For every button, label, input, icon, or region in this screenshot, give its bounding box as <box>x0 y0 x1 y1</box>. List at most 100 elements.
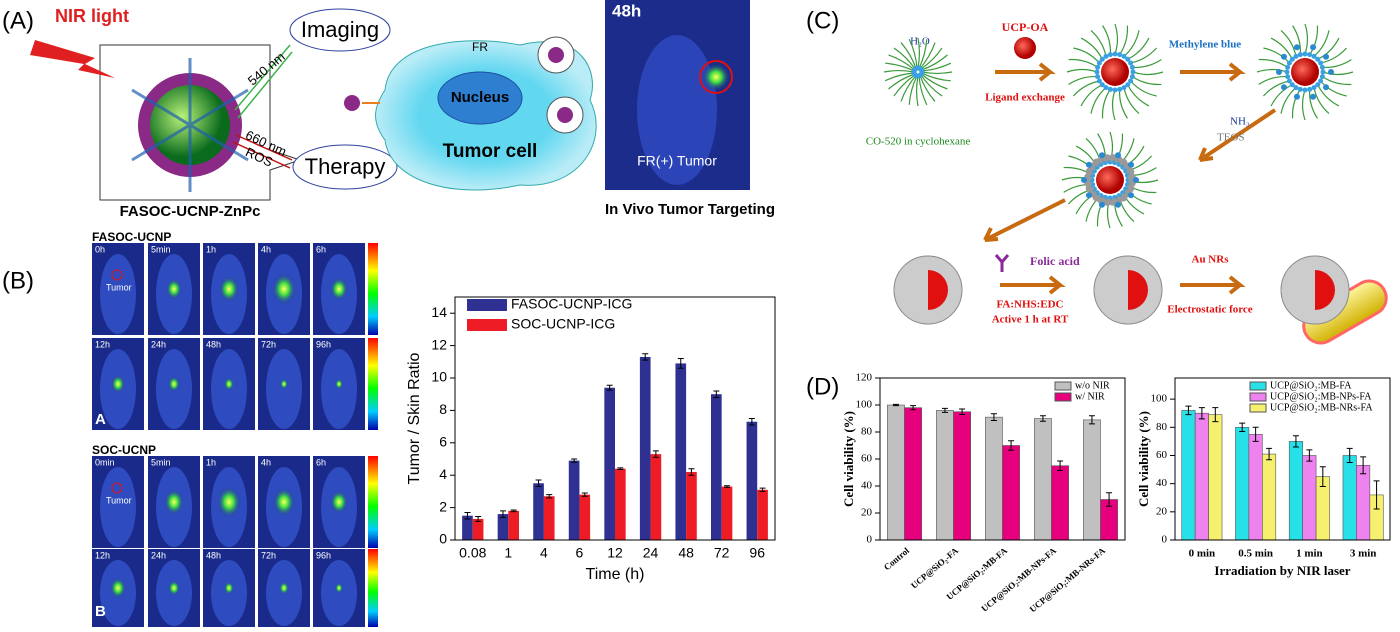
dye <box>1328 69 1334 75</box>
bar <box>887 404 905 541</box>
time-label: 72h <box>261 339 276 349</box>
x-tick-label: 0.5 min <box>1238 548 1273 560</box>
legend-label: UCP@SiO₂:MB-NRs-FA <box>1270 402 1373 413</box>
legend-swatch <box>1054 381 1072 391</box>
x-axis-label: Time (h) <box>586 566 645 583</box>
dye <box>1085 161 1092 168</box>
ligand <box>1322 76 1352 86</box>
head <box>1121 53 1127 59</box>
particle <box>548 47 564 63</box>
label: Folic acid <box>1030 254 1080 268</box>
time-label: 48h <box>206 550 221 560</box>
head <box>1125 82 1131 88</box>
y-tick-label: 100 <box>856 399 873 411</box>
error-bar <box>464 511 471 520</box>
ligand <box>1320 80 1347 97</box>
error-bar <box>1346 447 1353 464</box>
dye <box>1310 44 1317 51</box>
dye <box>1085 192 1092 199</box>
arrow <box>1198 108 1277 162</box>
ligand <box>908 75 918 105</box>
bar <box>1002 445 1020 541</box>
error-bar <box>1292 435 1299 448</box>
head <box>1117 52 1123 58</box>
color-bar <box>368 338 378 430</box>
ligand <box>1317 37 1340 60</box>
head <box>1107 52 1113 58</box>
error-bar <box>1088 415 1095 425</box>
arrow <box>995 62 1056 82</box>
ligand <box>1066 68 1098 73</box>
caption: In Vivo Tumor Targeting <box>605 201 775 218</box>
y-tick-label: 0 <box>439 531 447 547</box>
dye <box>1098 201 1105 208</box>
legend-label: w/o NIR <box>1075 380 1110 391</box>
bar <box>1194 412 1209 541</box>
ligand <box>1292 25 1302 55</box>
y-tick-label: 12 <box>431 336 447 352</box>
panel-a: NIR light 540 nm 660 nm ROS Imaging Ther… <box>30 0 775 220</box>
ligand <box>884 72 915 82</box>
arrow <box>983 198 1066 242</box>
label: Active 1 h at RT <box>992 314 1069 326</box>
head <box>1285 74 1291 80</box>
ligand <box>1262 80 1290 97</box>
error-bar <box>606 384 613 391</box>
ligand <box>1304 23 1309 55</box>
dye <box>1115 152 1122 159</box>
bar <box>579 494 591 540</box>
ligand <box>1072 80 1100 97</box>
head <box>1318 78 1324 84</box>
arrow <box>1180 275 1246 295</box>
time-label: 6h <box>316 457 326 467</box>
y-tick-label: 6 <box>439 434 447 450</box>
error-bar <box>1373 480 1380 510</box>
head <box>1293 85 1299 91</box>
label: UCP-OA <box>1002 20 1049 34</box>
ligand <box>908 38 918 69</box>
head <box>1099 56 1105 62</box>
error-bar <box>748 418 755 426</box>
ligand <box>1291 89 1301 119</box>
bar <box>904 407 922 541</box>
bar <box>1034 418 1052 541</box>
signal <box>224 581 234 595</box>
ligand <box>1322 71 1354 76</box>
y-tick-label: 60 <box>861 453 873 465</box>
core-half <box>928 270 948 310</box>
ligand <box>1132 76 1162 86</box>
head <box>1103 53 1109 59</box>
error-bar <box>990 413 997 422</box>
head <box>1099 82 1105 88</box>
label: FR <box>472 40 488 54</box>
error-bar <box>642 353 649 361</box>
head <box>1125 56 1131 62</box>
nanoparticle <box>1014 37 1036 59</box>
ligand <box>920 47 943 70</box>
bar <box>568 460 580 540</box>
y-tick-label: 20 <box>861 507 873 519</box>
time-label: 12h <box>95 339 110 349</box>
time-label: 5min <box>151 457 171 467</box>
head <box>1128 60 1134 66</box>
y-tick-label: 40 <box>861 480 873 492</box>
label: Methylene blue <box>1169 39 1242 51</box>
y-tick-label: 80 <box>861 426 873 438</box>
color-bar <box>368 243 378 335</box>
bar <box>1288 441 1303 541</box>
head <box>1319 74 1325 80</box>
tumor-ring <box>111 482 123 494</box>
head <box>919 68 925 74</box>
x-tick-label: UCP@SiO₂-FA <box>909 545 961 591</box>
signal <box>335 378 343 390</box>
bar <box>1208 414 1223 541</box>
core <box>1101 58 1129 86</box>
panel-c: H₂O CO-520 in cyclohexane UCP-OA Ligand … <box>866 20 1388 345</box>
head <box>1293 53 1299 59</box>
x-tick-label: 24 <box>643 545 659 561</box>
error-bar <box>652 450 659 458</box>
ligand <box>888 73 915 90</box>
x-axis-label: Irradiation by NIR laser <box>1214 563 1350 578</box>
legend-swatch <box>1249 392 1267 402</box>
head <box>1315 56 1321 62</box>
